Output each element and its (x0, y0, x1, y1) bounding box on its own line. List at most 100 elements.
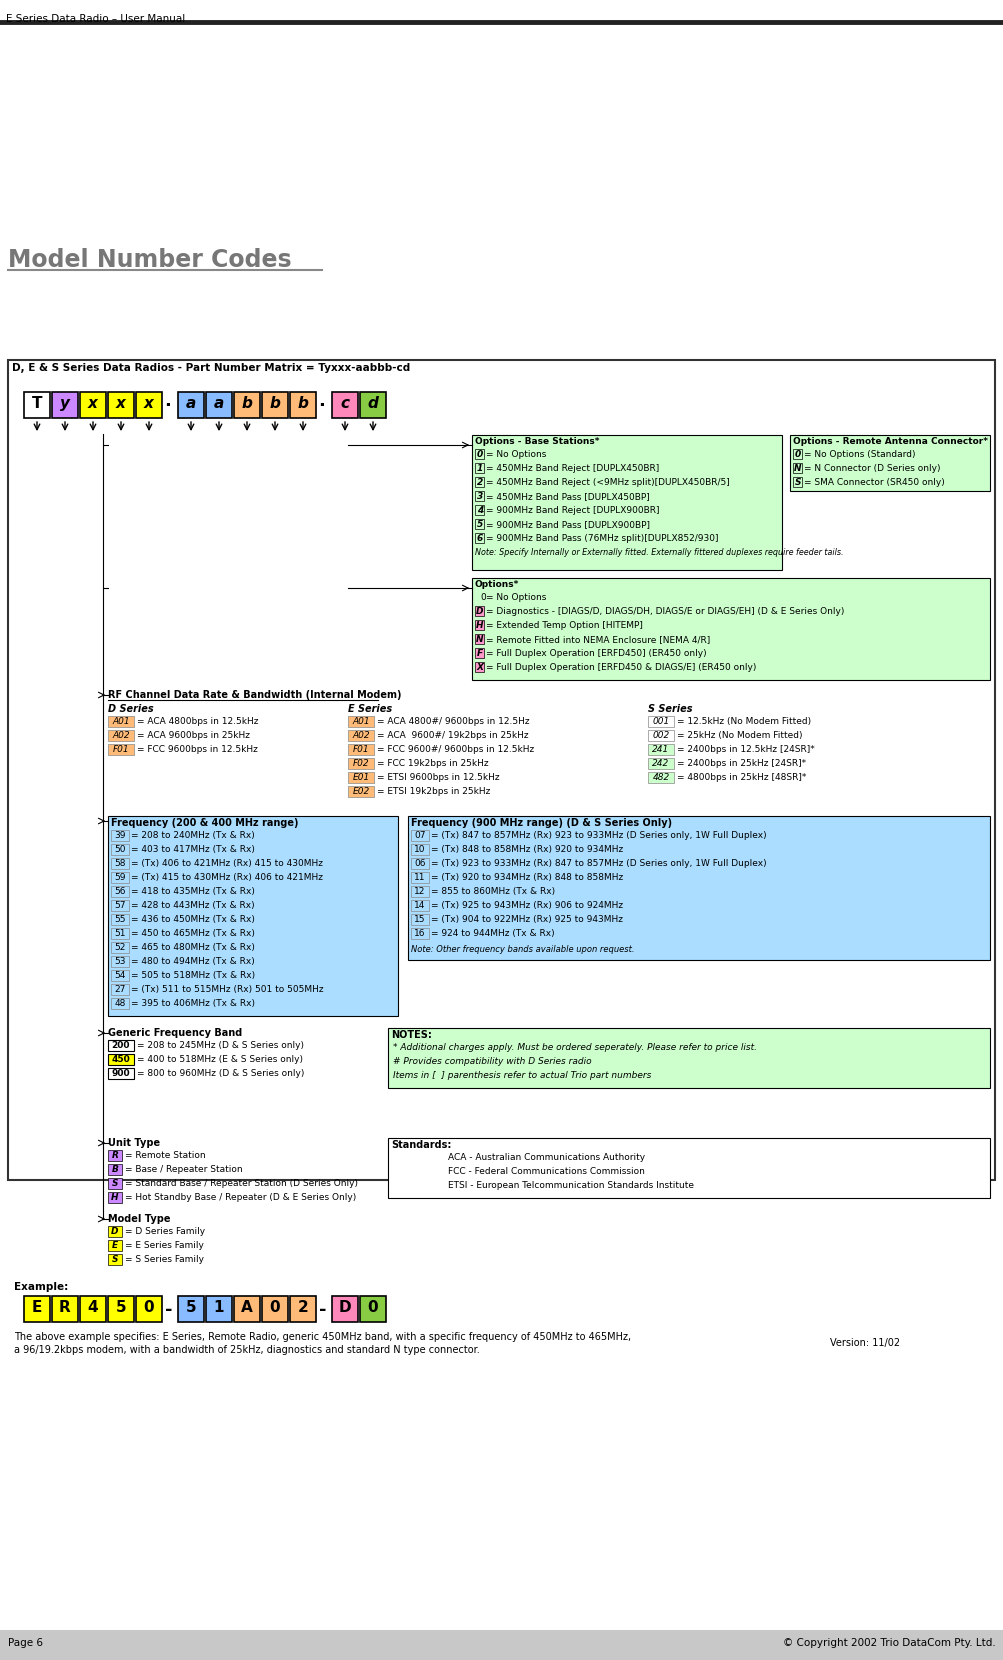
Bar (471, 578, 989, 681)
Text: x: x (88, 397, 98, 412)
Text: = (Tx) 406 to 421MHz (Rx) 415 to 430MHz: = (Tx) 406 to 421MHz (Rx) 415 to 430MHz (130, 858, 323, 868)
Text: = Hot Standby Base / Repeater (D & E Series Only): = Hot Standby Base / Repeater (D & E Ser… (125, 1194, 356, 1202)
Text: 001: 001 (652, 717, 669, 725)
Text: = 208 to 245MHz (D & S Series only): = 208 to 245MHz (D & S Series only) (136, 1041, 304, 1051)
Bar (111, 830, 128, 842)
Text: Generic Frequency Band: Generic Frequency Band (108, 1028, 242, 1038)
Bar (24, 392, 50, 418)
Text: = 418 to 435MHz (Tx & Rx): = 418 to 435MHz (Tx & Rx) (130, 886, 255, 896)
Bar (474, 448, 483, 460)
Text: = D Series Family: = D Series Family (125, 1227, 205, 1237)
Text: = 900MHz Band Reject [DUPLX900BR]: = 900MHz Band Reject [DUPLX900BR] (485, 506, 659, 515)
Bar (108, 1164, 122, 1175)
Bar (410, 843, 428, 855)
Text: Model Number Codes: Model Number Codes (8, 247, 291, 272)
Text: 1: 1 (214, 1300, 224, 1315)
Text: © Copyright 2002 Trio DataCom Pty. Ltd.: © Copyright 2002 Trio DataCom Pty. Ltd. (782, 1638, 995, 1648)
Bar (111, 969, 128, 981)
Text: = 403 to 417MHz (Tx & Rx): = 403 to 417MHz (Tx & Rx) (130, 845, 255, 853)
Text: = Full Duplex Operation [ERFD450] (ER450 only): = Full Duplex Operation [ERFD450] (ER450… (485, 649, 706, 657)
Bar (290, 1296, 316, 1321)
Text: Standards:: Standards: (390, 1140, 451, 1150)
Text: = 4800bps in 25kHz [48SR]*: = 4800bps in 25kHz [48SR]* (676, 774, 805, 782)
Text: 59: 59 (114, 873, 125, 881)
Text: 57: 57 (114, 901, 125, 910)
Bar (111, 998, 128, 1009)
Text: The above example specifies: E Series, Remote Radio, generic 450MHz band, with a: The above example specifies: E Series, R… (14, 1331, 631, 1341)
Bar (407, 817, 989, 959)
Text: = Diagnostics - [DIAGS/D, DIAGS/DH, DIAGS/E or DIAGS/EH] (D & E Series Only): = Diagnostics - [DIAGS/D, DIAGS/DH, DIAG… (485, 608, 844, 616)
Text: N: N (475, 636, 483, 644)
Text: 53: 53 (114, 958, 125, 966)
Bar (111, 956, 128, 968)
Text: = 465 to 480MHz (Tx & Rx): = 465 to 480MHz (Tx & Rx) (130, 943, 255, 951)
Text: 07: 07 (414, 832, 425, 840)
Text: 0: 0 (270, 1300, 280, 1315)
Text: x: x (116, 397, 125, 412)
Bar (471, 435, 781, 569)
Text: 0: 0 (143, 1300, 154, 1315)
Bar (80, 392, 106, 418)
Bar (52, 1296, 78, 1321)
Text: 1: 1 (476, 465, 482, 473)
Text: E Series: E Series (348, 704, 392, 714)
Text: y: y (60, 397, 70, 412)
Text: S: S (794, 478, 800, 486)
Text: -: - (319, 1301, 326, 1320)
Text: = 855 to 860MHz (Tx & Rx): = 855 to 860MHz (Tx & Rx) (430, 886, 555, 896)
Bar (789, 435, 989, 491)
Text: D: D (475, 608, 483, 616)
Text: 39: 39 (114, 832, 125, 840)
Text: = 395 to 406MHz (Tx & Rx): = 395 to 406MHz (Tx & Rx) (130, 999, 255, 1008)
Text: = (Tx) 847 to 857MHz (Rx) 923 to 933MHz (D Series only, 1W Full Duplex): = (Tx) 847 to 857MHz (Rx) 923 to 933MHz … (430, 832, 766, 840)
Bar (108, 730, 133, 740)
Bar (178, 392, 204, 418)
Bar (348, 759, 374, 769)
Text: S: S (111, 1179, 118, 1189)
Text: = No Options: = No Options (485, 450, 546, 460)
Text: A02: A02 (352, 730, 369, 740)
Text: = ACA 4800#/ 9600bps in 12.5Hz: = ACA 4800#/ 9600bps in 12.5Hz (376, 717, 530, 725)
Text: = 505 to 518MHz (Tx & Rx): = 505 to 518MHz (Tx & Rx) (130, 971, 255, 979)
Bar (108, 744, 133, 755)
Text: Example:: Example: (14, 1282, 68, 1291)
Text: 5: 5 (186, 1300, 197, 1315)
Text: = Extended Temp Option [HITEMP]: = Extended Temp Option [HITEMP] (485, 621, 642, 631)
Text: -: - (164, 1301, 173, 1320)
Text: 11: 11 (414, 873, 425, 881)
Bar (387, 1028, 989, 1087)
Bar (8, 360, 994, 380)
Text: = FCC 9600#/ 9600bps in 12.5kHz: = FCC 9600#/ 9600bps in 12.5kHz (376, 745, 534, 754)
Text: 12: 12 (414, 886, 425, 896)
Text: = 480 to 494MHz (Tx & Rx): = 480 to 494MHz (Tx & Rx) (130, 958, 255, 966)
Text: = 450MHz Band Reject [DUPLX450BR]: = 450MHz Band Reject [DUPLX450BR] (485, 465, 659, 473)
Text: 16: 16 (414, 930, 425, 938)
Text: = 900MHz Band Pass [DUPLX900BP]: = 900MHz Band Pass [DUPLX900BP] (485, 520, 649, 530)
Bar (111, 872, 128, 883)
Text: 3: 3 (476, 491, 482, 501)
Bar (234, 1296, 260, 1321)
Text: E02: E02 (352, 787, 369, 797)
Bar (474, 606, 483, 616)
Bar (52, 392, 78, 418)
Text: * Additional charges apply. Must be ordered seperately. Please refer to price li: * Additional charges apply. Must be orde… (392, 1042, 756, 1052)
Text: 54: 54 (114, 971, 125, 979)
Text: = FCC 19k2bps in 25kHz: = FCC 19k2bps in 25kHz (376, 759, 488, 769)
Bar (410, 928, 428, 940)
Text: 0: 0 (479, 593, 485, 603)
Text: c: c (340, 397, 349, 412)
Text: ACA - Australian Communications Authority: ACA - Australian Communications Authorit… (447, 1154, 645, 1162)
Text: d: d (367, 397, 378, 412)
Bar (135, 1296, 161, 1321)
Text: 50: 50 (114, 845, 125, 853)
Text: Frequency (900 MHz range) (D & S Series Only): Frequency (900 MHz range) (D & S Series … (410, 818, 671, 828)
Text: A: A (241, 1300, 253, 1315)
Text: = 924 to 944MHz (Tx & Rx): = 924 to 944MHz (Tx & Rx) (430, 930, 554, 938)
Text: a: a (214, 397, 224, 412)
Text: D, E & S Series Data Radios - Part Number Matrix = Tyxxx-aabbb-cd: D, E & S Series Data Radios - Part Numbe… (12, 364, 410, 374)
Text: 06: 06 (414, 858, 425, 868)
Text: 55: 55 (114, 915, 125, 925)
Text: X: X (476, 662, 483, 672)
Bar (108, 1240, 122, 1252)
Text: F01: F01 (112, 745, 129, 754)
